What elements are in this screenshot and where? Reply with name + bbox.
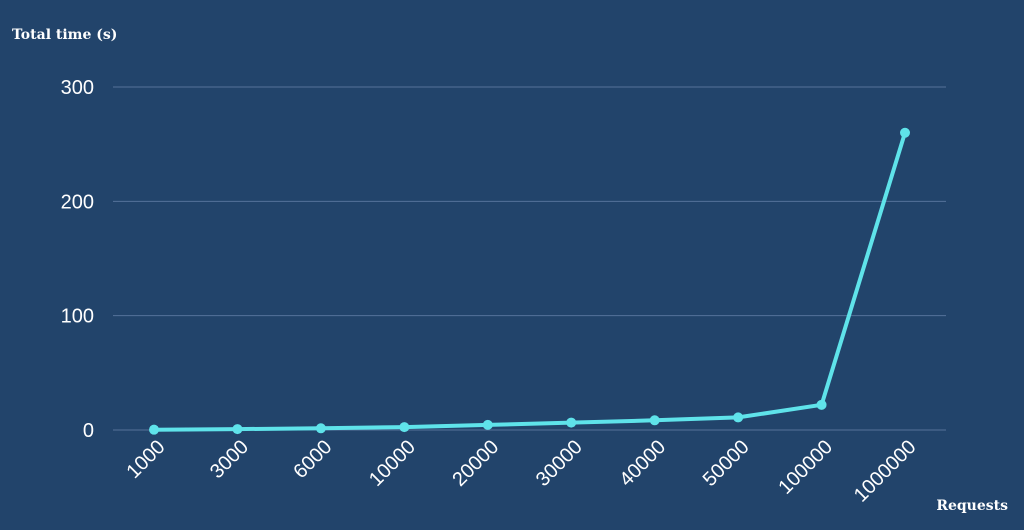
data-point <box>399 422 410 433</box>
data-point <box>900 127 910 138</box>
data-point <box>232 424 243 435</box>
series-line <box>152 130 907 432</box>
data-point <box>149 424 159 435</box>
data-point <box>816 399 827 410</box>
y-tick-label: 100 <box>61 306 94 328</box>
series <box>149 127 910 435</box>
data-point <box>733 412 744 423</box>
x-axis-title: Requests <box>936 498 1008 514</box>
data-point <box>566 417 577 428</box>
y-axis-ticks: 0 100 200 300 <box>61 77 94 442</box>
data-point <box>649 415 660 426</box>
y-axis-title: Total time (s) <box>12 27 117 43</box>
y-tick-label: 200 <box>61 191 94 213</box>
data-point <box>482 419 493 430</box>
y-tick-label: 300 <box>61 77 94 99</box>
y-tick-label: 0 <box>83 420 94 442</box>
data-point <box>315 423 326 434</box>
